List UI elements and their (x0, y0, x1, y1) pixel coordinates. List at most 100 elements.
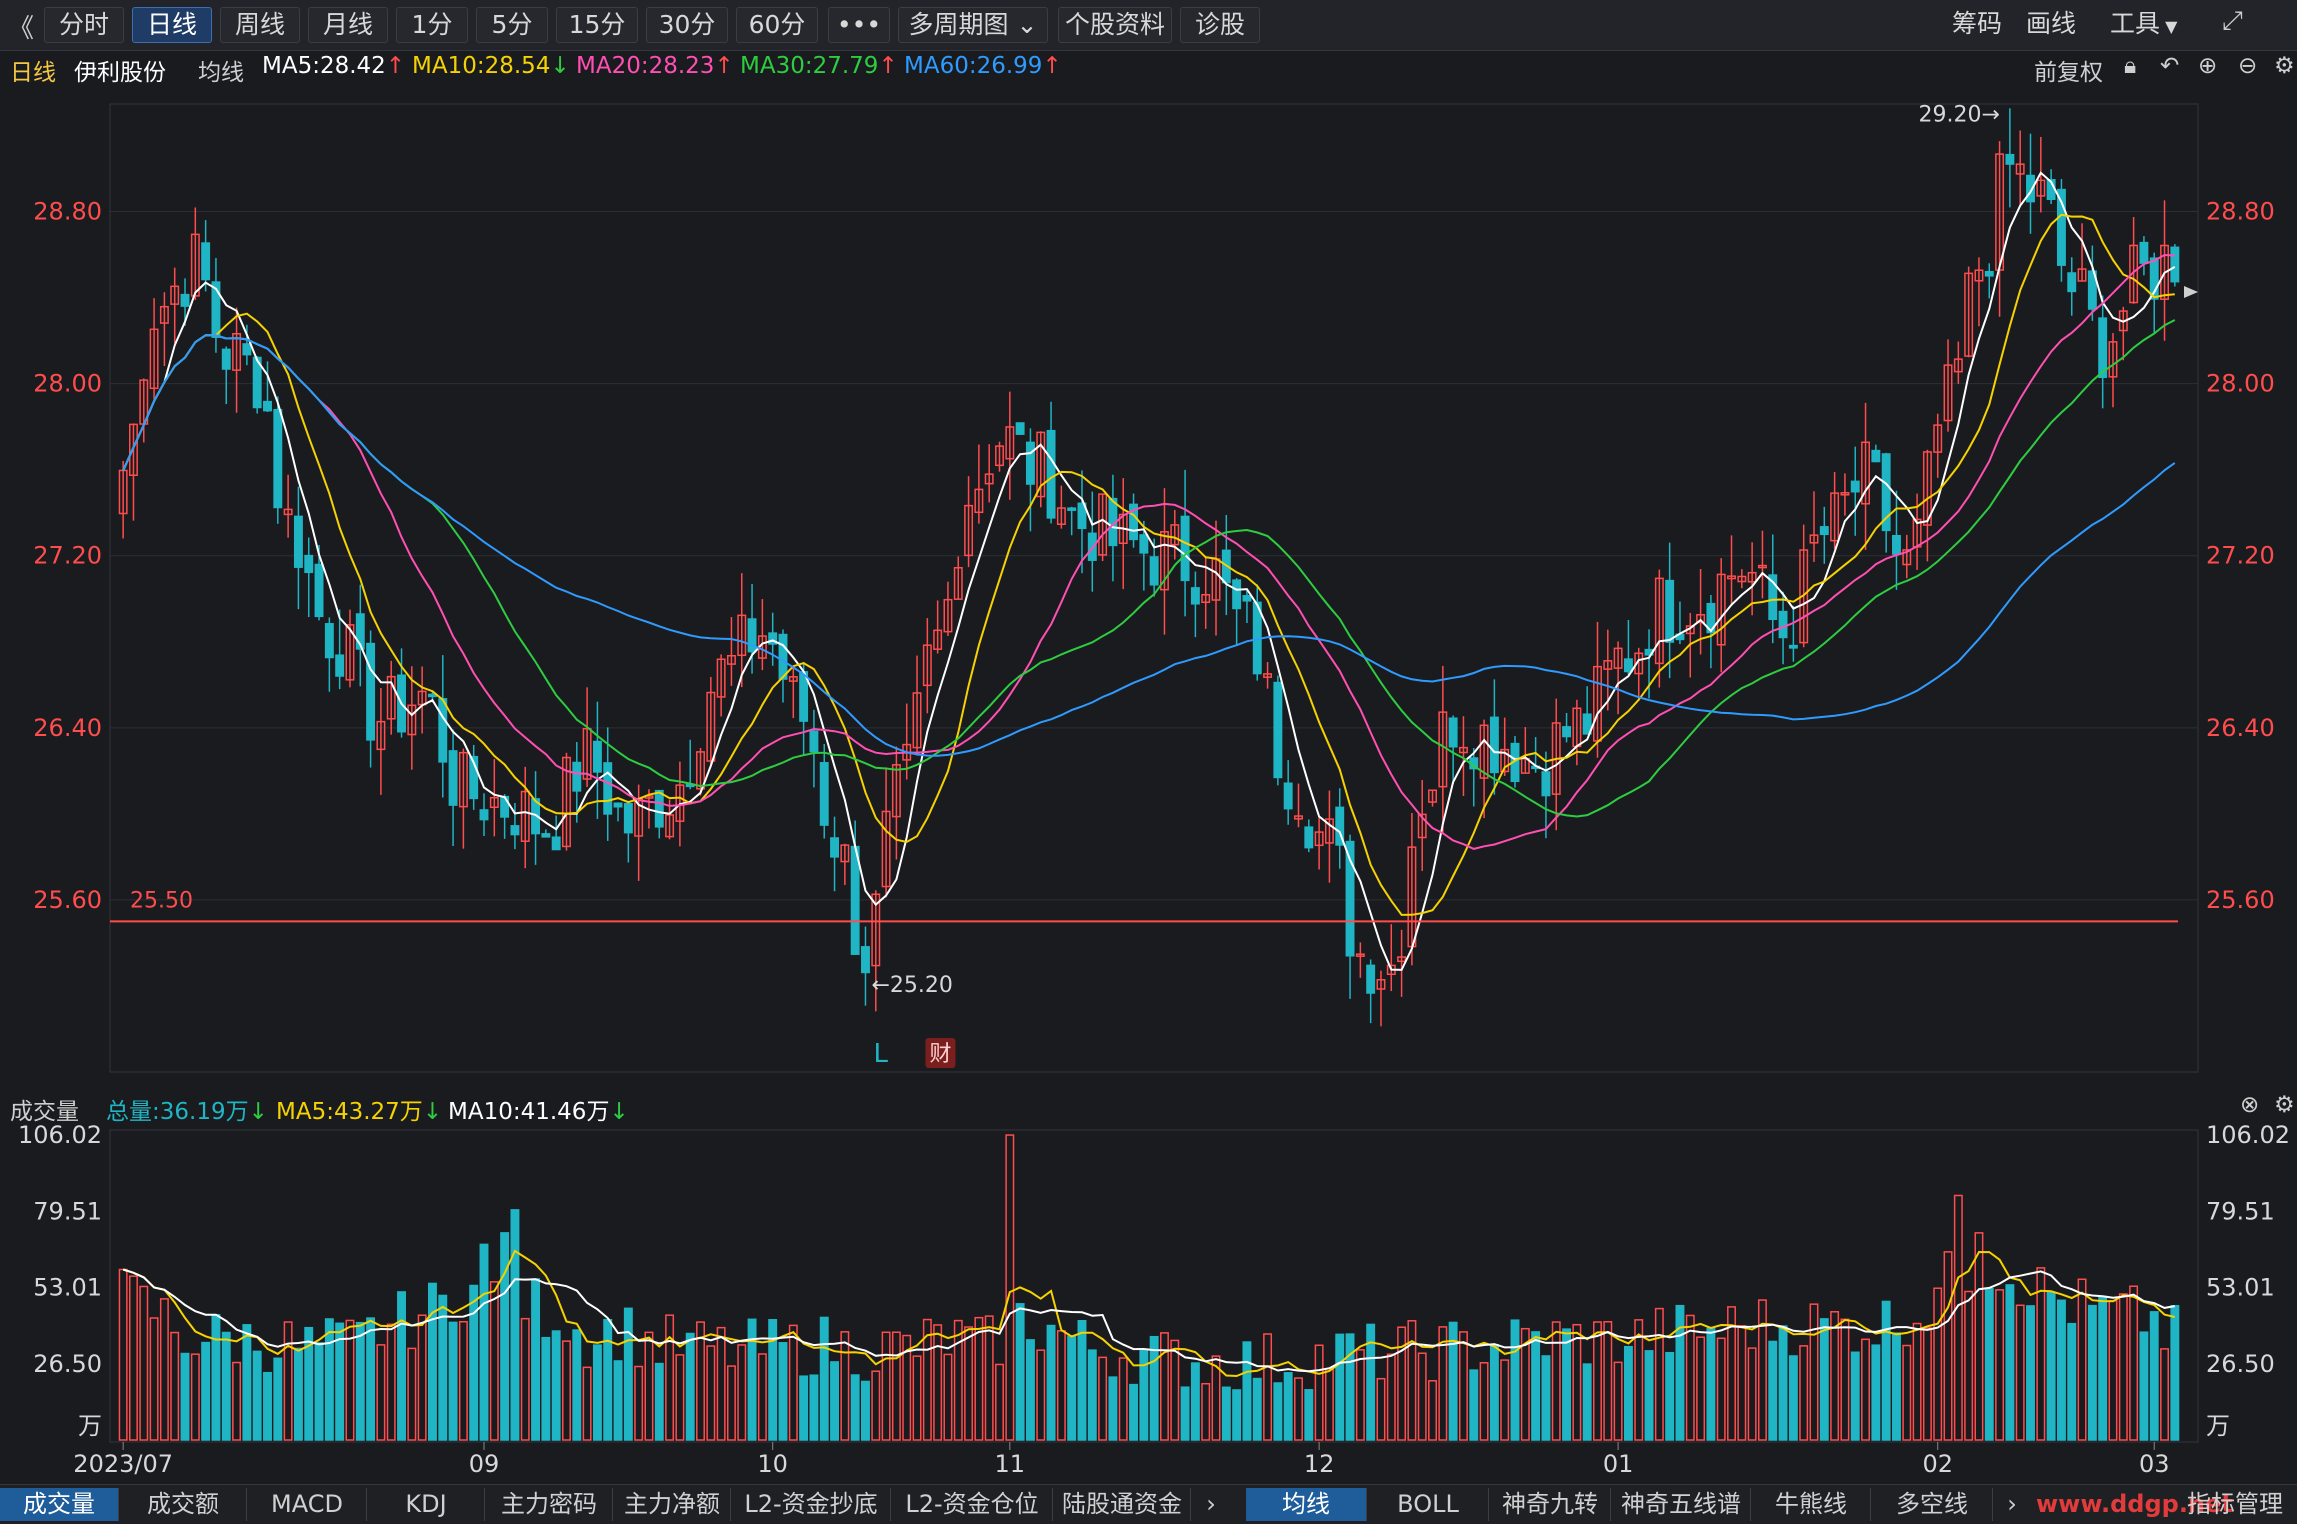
ma60-value: MA60:26.99↑ (904, 53, 1062, 79)
zoom-in-icon[interactable]: ⊕ (2198, 53, 2218, 79)
volume-bar (984, 1315, 994, 1441)
close-volume-icon[interactable]: ⊗ (2240, 1092, 2260, 1118)
tab-magic-nine[interactable]: 神奇九转 (1490, 1488, 1611, 1521)
tab-ma[interactable]: 均线 (1246, 1488, 1367, 1521)
volume-chart[interactable]: 106.02 106.02 79.51 79.51 53.01 53.01 26.50 26.… (0, 0, 2297, 1480)
volume-bar (747, 1318, 757, 1441)
candle (665, 814, 675, 838)
candle (592, 740, 602, 773)
tab-magic-five[interactable]: 神奇五线谱 (1612, 1488, 1751, 1521)
date-label: 03 (2139, 1450, 2170, 1478)
tab-rixian[interactable]: 日线 (132, 7, 212, 43)
tab-kdj[interactable]: KDJ (368, 1488, 485, 1521)
fullscreen-icon[interactable]: ⤢ (2222, 6, 2243, 36)
volume-bar (1531, 1331, 1541, 1441)
volume-bar (840, 1331, 850, 1441)
tab-zhouxian[interactable]: 周线 (220, 7, 300, 43)
volume-bar (2170, 1304, 2180, 1441)
candle (933, 629, 943, 650)
tab-15min[interactable]: 15分 (556, 7, 638, 43)
stock-info-button[interactable]: 个股资料 (1058, 7, 1172, 43)
indicator-manage-button[interactable]: 指标管理 (2187, 1490, 2283, 1518)
date-label: 09 (469, 1450, 500, 1478)
zoom-out-icon[interactable]: ⊖ (2238, 53, 2258, 79)
more-button[interactable]: ••• (828, 7, 890, 43)
volume-bar (1180, 1386, 1190, 1441)
tab-1min[interactable]: 1分 (396, 7, 468, 43)
tab-long-short[interactable]: 多空线 (1872, 1488, 1993, 1521)
tab-turnover[interactable]: 成交额 (120, 1488, 247, 1521)
tab-fenshi[interactable]: 分时 (44, 7, 124, 43)
volume-bar (386, 1323, 396, 1441)
price-tick-label: 28.00 (33, 370, 102, 398)
chips-button[interactable]: 筹码 (1952, 9, 2003, 38)
candle (1056, 507, 1066, 525)
ma10-line (122, 213, 2175, 916)
volume-bar (1902, 1344, 1912, 1441)
diagnose-button[interactable]: 诊股 (1180, 7, 1260, 43)
volume-bar (1428, 1380, 1437, 1441)
undo-icon[interactable]: ↶ (2160, 53, 2180, 79)
volume-bar (1479, 1362, 1489, 1441)
tab-yuexian[interactable]: 月线 (308, 7, 388, 43)
tools-button[interactable]: 工具 ▼ (2110, 7, 2177, 41)
tab-boll[interactable]: BOLL (1368, 1488, 1489, 1521)
tab-bull-bear[interactable]: 牛熊线 (1752, 1488, 1871, 1521)
volume-bar (1593, 1321, 1602, 1441)
candle (1273, 681, 1283, 779)
volume-bar (943, 1353, 953, 1441)
price-chart[interactable]: 28.80 28.00 27.20 26.40 25.60 28.80 28.00 27.2… (0, 0, 2297, 1080)
candle (995, 445, 1004, 467)
price-axis-left: 28.80 28.00 27.20 26.40 25.60 (33, 198, 102, 914)
candle (1881, 453, 1891, 532)
volume-bar (1799, 1345, 1809, 1441)
tab-l2-position[interactable]: L2-资金仓位 (892, 1488, 1053, 1521)
volume-bar (2129, 1285, 2139, 1441)
chevron-right-icon[interactable]: › (1206, 1490, 1216, 1518)
chevron-right-icon-2[interactable]: › (2007, 1490, 2017, 1518)
candle (1623, 658, 1633, 673)
volume-bar (417, 1314, 427, 1441)
volume-bar (1830, 1311, 1840, 1441)
settings-icon[interactable]: ⚙ (2274, 53, 2295, 79)
price-tick-label: 28.00 (2206, 370, 2275, 398)
candle (768, 632, 778, 645)
tab-macd[interactable]: MACD (248, 1488, 367, 1521)
volume-bar (1139, 1348, 1149, 1441)
volume-bar (1654, 1307, 1664, 1441)
volume-bar (2160, 1348, 2169, 1441)
candle (1799, 549, 1809, 644)
tab-main-code[interactable]: 主力密码 (486, 1488, 613, 1521)
draw-button[interactable]: 画线 (2026, 9, 2077, 38)
tab-30min[interactable]: 30分 (646, 7, 728, 43)
volume-bar (1706, 1327, 1716, 1441)
tab-main-net[interactable]: 主力净额 (614, 1488, 731, 1521)
tab-60min[interactable]: 60分 (736, 7, 818, 43)
tab-northbound[interactable]: 陆股通资金 (1054, 1488, 1191, 1521)
volume-settings-icon[interactable]: ⚙ (2274, 1092, 2295, 1118)
candle (871, 893, 881, 967)
volume-bar (1417, 1352, 1427, 1441)
tab-5min[interactable]: 5分 (476, 7, 548, 43)
back-icon[interactable]: 《 (8, 14, 35, 44)
ma20-line (122, 253, 2175, 850)
lock-icon[interactable]: 🔒︎ (2124, 53, 2137, 79)
ma10-label: MA10:28.54 (412, 53, 551, 79)
candle (1160, 531, 1169, 591)
volume-bar (737, 1344, 747, 1441)
multi-period-button[interactable]: 多周期图 ⌄ (898, 7, 1048, 43)
tab-volume[interactable]: 成交量 (0, 1488, 119, 1521)
volume-bar (397, 1291, 406, 1441)
volume-bar (2149, 1311, 2159, 1441)
volume-bar (1098, 1356, 1108, 1441)
volume-bar (1778, 1325, 1788, 1441)
ma10-value: MA10:28.54↓ (412, 53, 570, 79)
volume-bar (592, 1344, 602, 1441)
tab-l2-bottom[interactable]: L2-资金抄底 (732, 1488, 891, 1521)
date-label: 11 (995, 1450, 1026, 1478)
candle (1768, 574, 1778, 621)
candle (1242, 595, 1252, 602)
volume-bar (149, 1317, 159, 1441)
volume-bar (427, 1282, 437, 1441)
adjust-mode-label[interactable]: 前复权 (2034, 60, 2103, 86)
